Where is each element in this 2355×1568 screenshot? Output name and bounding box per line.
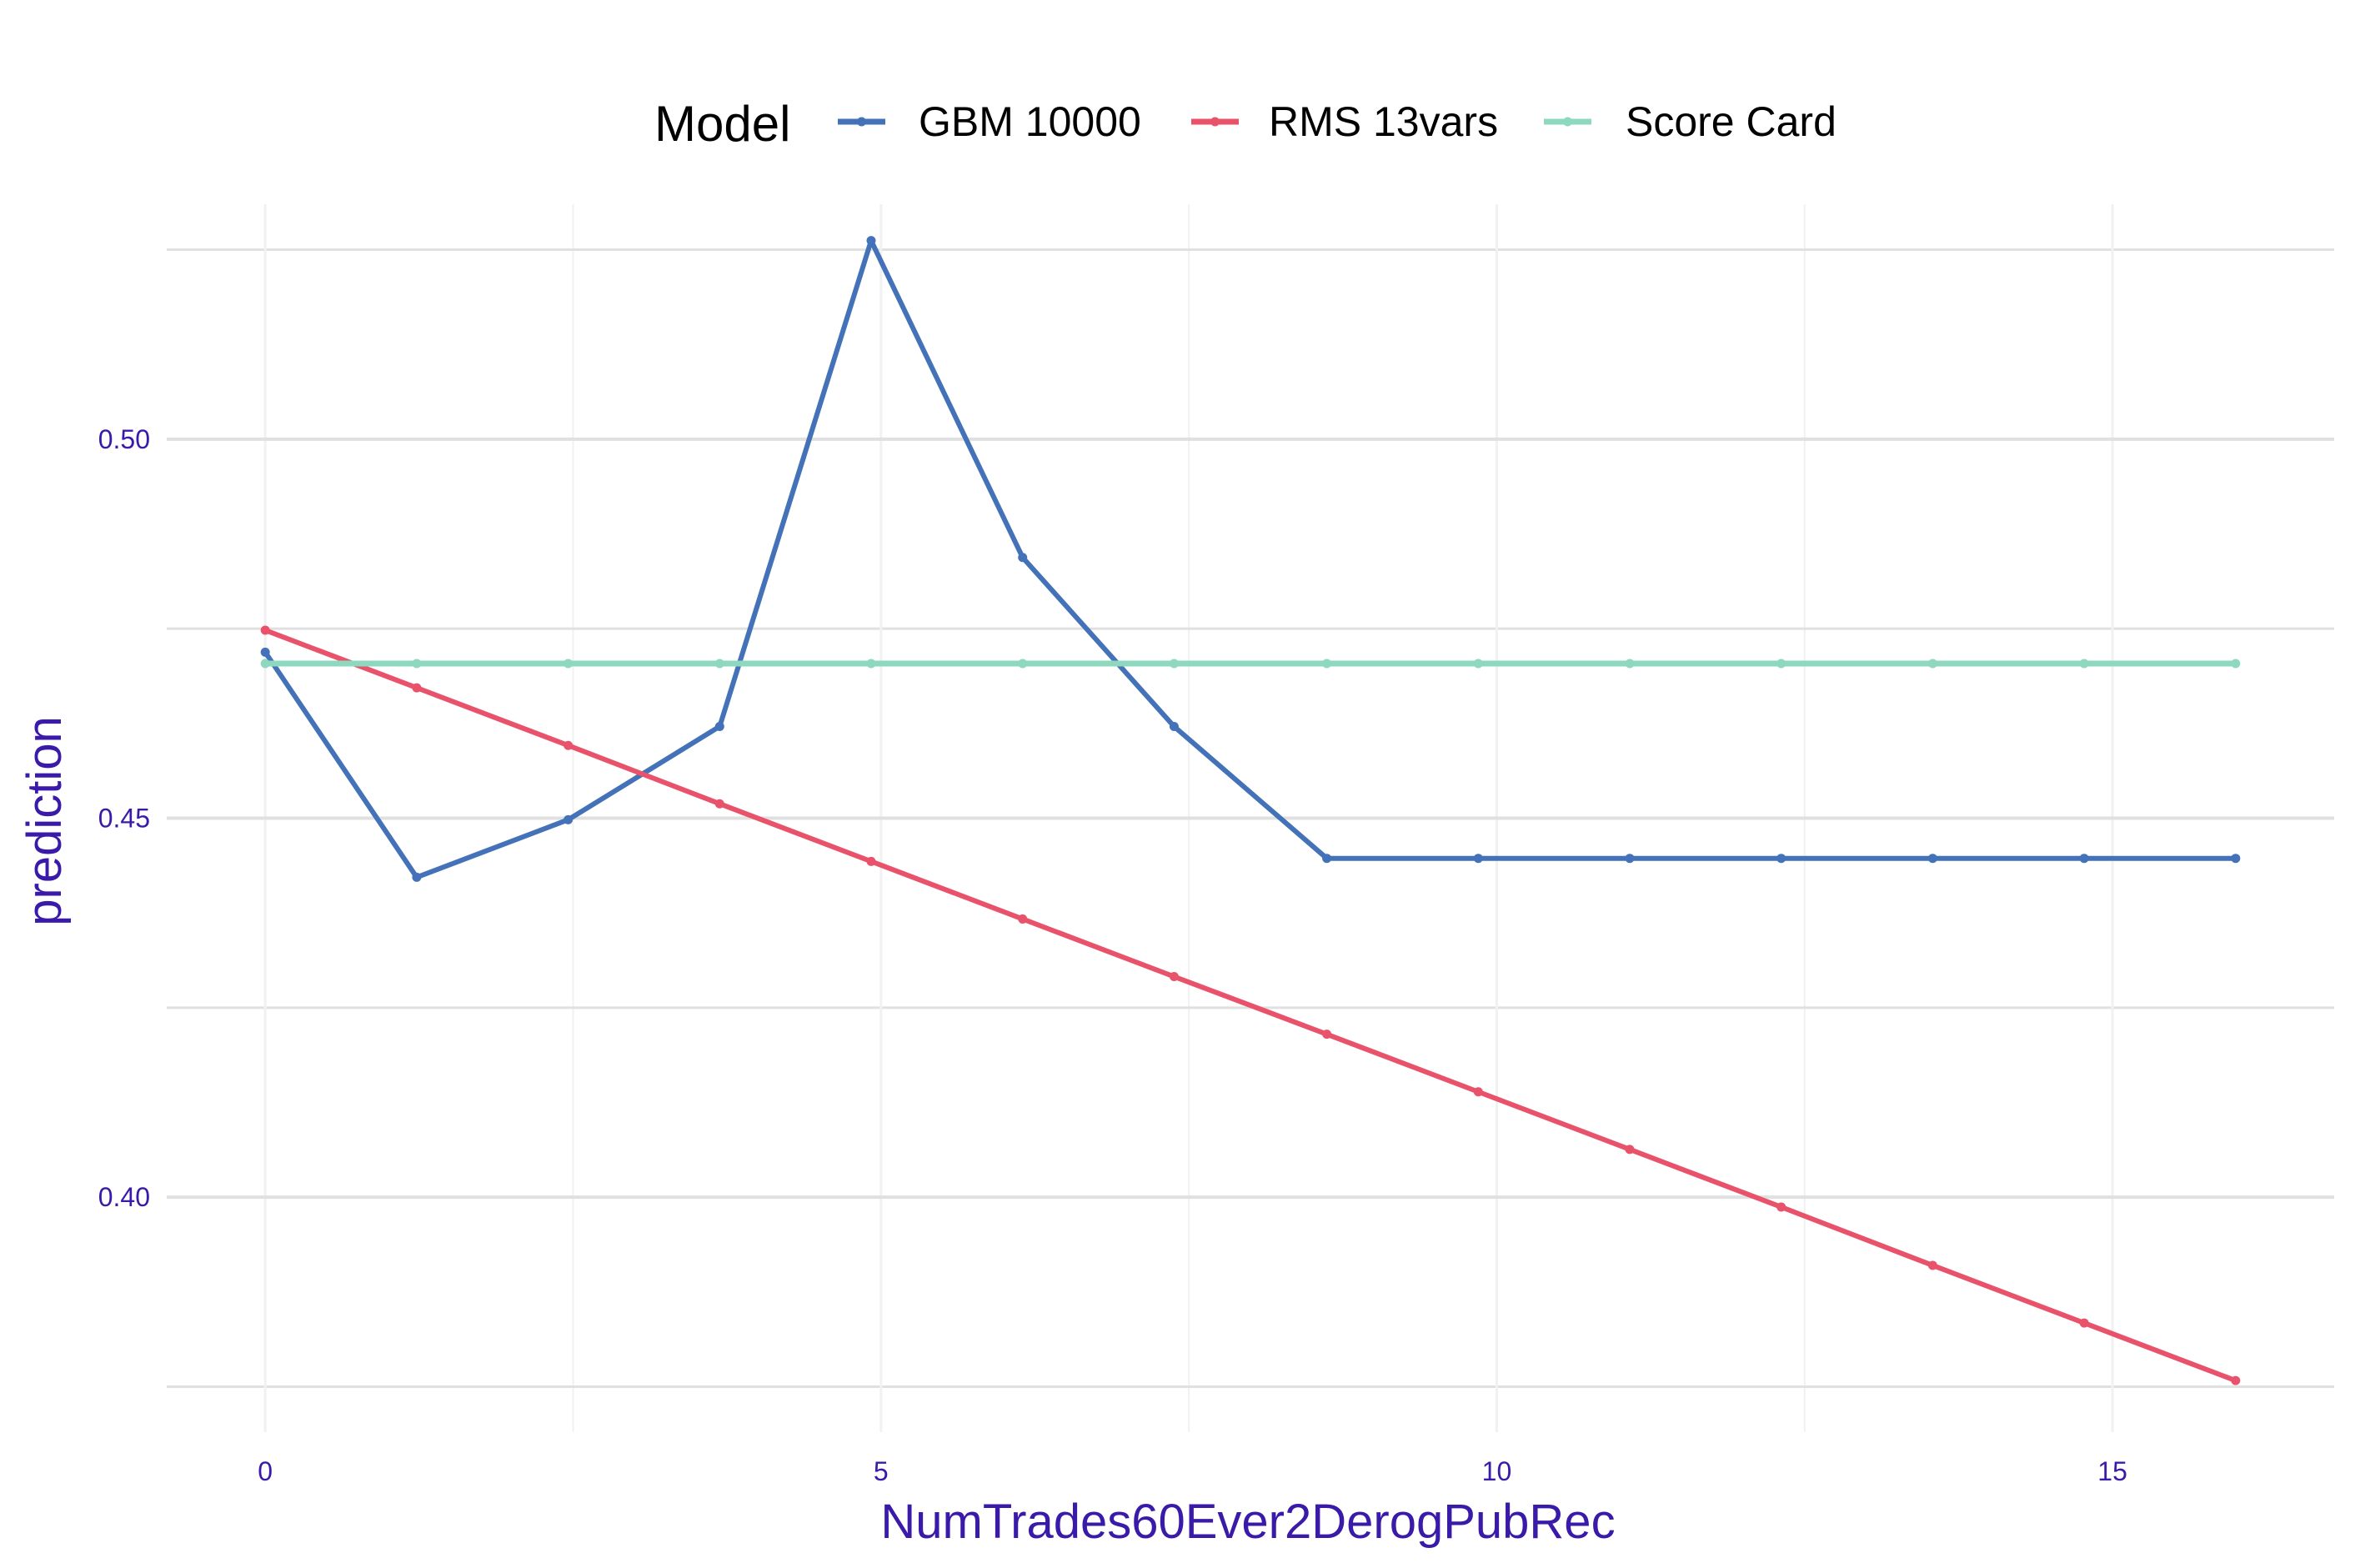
data-point <box>2079 659 2089 669</box>
data-point <box>714 721 724 731</box>
data-point <box>412 872 422 882</box>
legend-key-point <box>1210 117 1220 127</box>
data-point <box>564 814 574 824</box>
data-point <box>1473 659 1483 669</box>
data-point <box>1625 1145 1635 1155</box>
data-point <box>2231 659 2241 669</box>
data-point <box>1625 659 1635 669</box>
data-point <box>564 659 574 669</box>
data-point <box>260 647 270 657</box>
legend: Model GBM 10000 RMS 13vars Score Card <box>654 96 1836 152</box>
data-point <box>1927 1260 1937 1270</box>
series-score-card <box>260 659 2241 669</box>
x-axis-title: NumTrades60Ever2DerogPubRec <box>880 1495 1615 1549</box>
data-point <box>2079 1318 2089 1328</box>
x-tick-label: 0 <box>258 1456 273 1486</box>
x-tick-label: 15 <box>2097 1456 2127 1486</box>
y-tick-label: 0.50 <box>98 424 150 454</box>
legend-items: GBM 10000 RMS 13vars Score Card <box>838 98 1836 145</box>
y-tick-label: 0.40 <box>98 1182 150 1212</box>
x-tick-label: 5 <box>874 1456 889 1486</box>
x-tick-label: 10 <box>1482 1456 1512 1486</box>
data-point <box>866 856 876 866</box>
tick-labels: 0 5 10 15 0.40 0.45 0.50 <box>98 424 2127 1486</box>
legend-label: Score Card <box>1626 98 1836 145</box>
data-point <box>1927 854 1937 864</box>
data-point <box>1018 659 1028 669</box>
data-point <box>1776 659 1786 669</box>
data-point <box>1322 659 1332 669</box>
data-point <box>866 236 876 246</box>
data-point <box>2231 854 2241 864</box>
data-point <box>1322 1029 1332 1039</box>
series-line <box>263 628 2238 1384</box>
data-point <box>1018 914 1028 924</box>
y-tick-label: 0.45 <box>98 804 150 834</box>
data-point <box>2079 854 2089 864</box>
legend-key-point <box>1563 117 1572 127</box>
data-point <box>260 659 270 669</box>
legend-label: RMS 13vars <box>1269 98 1498 145</box>
data-point <box>1776 1202 1786 1212</box>
data-point <box>1169 972 1179 982</box>
data-point <box>1322 854 1332 864</box>
data-point <box>866 659 876 669</box>
legend-title: Model <box>654 96 790 152</box>
data-point <box>1927 659 1937 669</box>
series-gbm-10000 <box>260 236 2241 882</box>
legend-item: RMS 13vars <box>1191 98 1498 145</box>
series-rms-13vars <box>260 625 2241 1385</box>
series-line <box>263 238 2238 880</box>
data-point <box>564 740 574 750</box>
data-point <box>1169 721 1179 731</box>
series-group <box>260 236 2241 1385</box>
data-point <box>1169 659 1179 669</box>
legend-item: Score Card <box>1544 98 1836 145</box>
legend-key-point <box>857 117 866 127</box>
data-point <box>412 659 422 669</box>
data-point <box>1018 553 1028 563</box>
data-point <box>714 799 724 809</box>
data-point <box>1776 854 1786 864</box>
data-point <box>260 625 270 635</box>
legend-item: GBM 10000 <box>838 98 1141 145</box>
data-point <box>2231 1375 2241 1385</box>
data-point <box>412 683 422 693</box>
data-point <box>1625 854 1635 864</box>
grid <box>167 204 2334 1432</box>
legend-label: GBM 10000 <box>919 98 1141 145</box>
data-point <box>1473 1087 1483 1097</box>
data-point <box>714 659 724 669</box>
data-point <box>1473 854 1483 864</box>
y-axis-title: prediction <box>18 716 72 925</box>
